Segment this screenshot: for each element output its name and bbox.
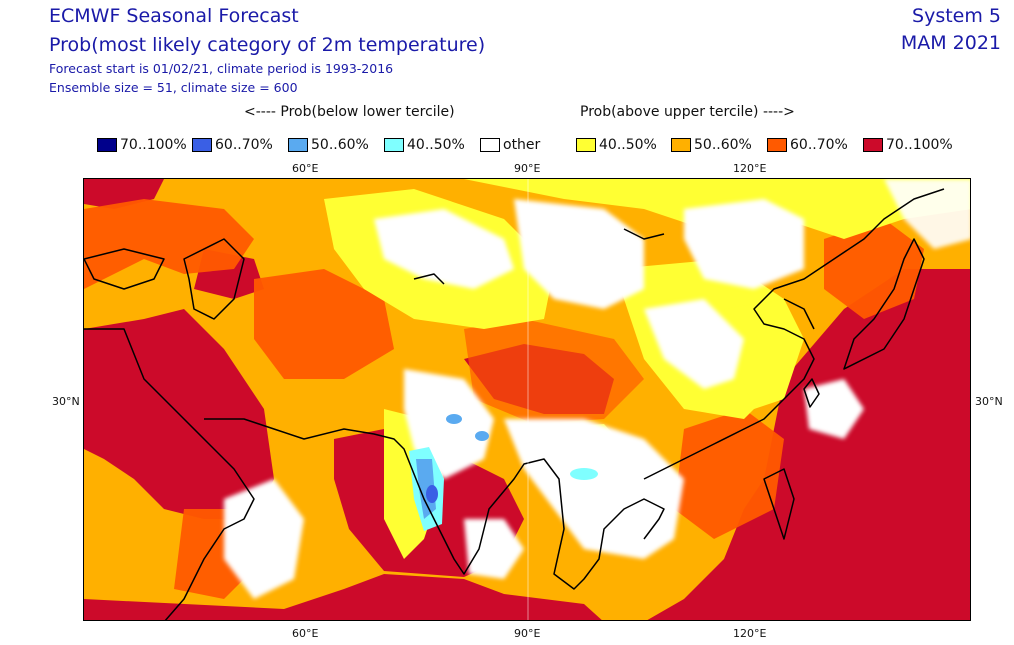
region-dorange-tibet-ring bbox=[464, 319, 644, 424]
coastlines bbox=[84, 188, 945, 620]
region-red-south-ocean bbox=[84, 574, 602, 620]
region-cyan-burma bbox=[570, 468, 598, 480]
legend-item-below-50-60: 50..60% bbox=[288, 134, 369, 156]
coast-japan bbox=[843, 238, 925, 370]
region-red-west-pacific bbox=[647, 269, 970, 620]
map-subtitle: Prob(most likely category of 2m temperat… bbox=[49, 34, 486, 56]
top-tick-120e: 120°E bbox=[733, 162, 767, 175]
legend-item-other: other bbox=[480, 134, 540, 156]
legend-label: other bbox=[503, 137, 541, 153]
legend-item-above-50-60: 50..60% bbox=[671, 134, 752, 156]
legend-item-below-70-100: 70..100% bbox=[97, 134, 187, 156]
legend-item-below-40-50: 40..50% bbox=[384, 134, 465, 156]
region-white-indochina bbox=[504, 419, 684, 559]
legend-swatch bbox=[767, 138, 787, 152]
regions-white bbox=[224, 179, 970, 599]
region-white-horn bbox=[224, 479, 304, 599]
ensemble-info: Ensemble size = 51, climate size = 600 bbox=[49, 80, 298, 95]
coast-south-asia bbox=[204, 418, 665, 590]
region-white-sichuan bbox=[644, 299, 744, 389]
map-title: ECMWF Seasonal Forecast bbox=[49, 5, 299, 27]
coast-black-sea bbox=[84, 248, 165, 290]
bottom-tick-90e: 90°E bbox=[514, 627, 541, 640]
right-tick-30n: 30°N bbox=[975, 395, 1003, 408]
left-tick-30n: 30°N bbox=[52, 395, 80, 408]
region-blue-india bbox=[426, 485, 438, 503]
forecast-info: Forecast start is 01/02/21, climate peri… bbox=[49, 61, 394, 76]
legend-label: 40..50% bbox=[407, 137, 465, 153]
region-lightblue-india bbox=[416, 459, 436, 519]
legend-swatch bbox=[288, 138, 308, 152]
legend-item-above-40-50: 40..50% bbox=[576, 134, 657, 156]
map-canvas bbox=[84, 179, 970, 620]
legend-label: 60..70% bbox=[215, 137, 273, 153]
legend-swatch bbox=[192, 138, 212, 152]
coast-philippines bbox=[763, 468, 795, 540]
region-yellow-east-china bbox=[724, 299, 804, 409]
legend-swatch bbox=[576, 138, 596, 152]
legend-item-below-60-70: 60..70% bbox=[192, 134, 273, 156]
region-white-srilanka bbox=[464, 519, 524, 579]
region-dorange-manchuria bbox=[824, 219, 924, 319]
season-label: MAM 2021 bbox=[900, 32, 1001, 54]
bottom-tick-120e: 120°E bbox=[733, 627, 767, 640]
coast-red-sea bbox=[84, 328, 255, 620]
legend-swatch bbox=[863, 138, 883, 152]
legend-label: 70..100% bbox=[886, 137, 953, 153]
region-dorange-europe bbox=[84, 199, 254, 289]
region-lightblue-tibet-2 bbox=[475, 431, 489, 441]
legend-swatch bbox=[671, 138, 691, 152]
below-tercile-caption: <---- Prob(below lower tercile) bbox=[244, 104, 455, 120]
coast-taiwan bbox=[803, 378, 820, 408]
bottom-tick-60e: 60°E bbox=[292, 627, 319, 640]
legend-label: 50..60% bbox=[694, 137, 752, 153]
top-tick-90e: 90°E bbox=[514, 162, 541, 175]
region-white-mongolia bbox=[514, 199, 644, 309]
coast-balkhash bbox=[413, 273, 445, 285]
legend-label: 60..70% bbox=[790, 137, 848, 153]
coast-baikal bbox=[623, 228, 665, 240]
legend-swatch bbox=[384, 138, 404, 152]
legend-swatch bbox=[97, 138, 117, 152]
legend-label: 70..100% bbox=[120, 137, 187, 153]
legend-label: 40..50% bbox=[599, 137, 657, 153]
legend: 70..100% 60..70% 50..60% 40..50% other 4… bbox=[0, 134, 1014, 156]
legend-label: 50..60% bbox=[311, 137, 369, 153]
legend-swatch bbox=[480, 138, 500, 152]
region-dorange-central-asia bbox=[254, 269, 394, 379]
region-lightblue-tibet-1 bbox=[446, 414, 462, 424]
top-tick-60e: 60°E bbox=[292, 162, 319, 175]
coast-east-asia bbox=[643, 188, 945, 480]
legend-item-above-60-70: 60..70% bbox=[767, 134, 848, 156]
region-white-kamchatka bbox=[884, 179, 970, 249]
coast-korea bbox=[783, 298, 815, 330]
region-dorange-scs bbox=[674, 409, 784, 539]
region-white-mongolia-west bbox=[374, 209, 514, 289]
probability-map bbox=[83, 178, 971, 621]
legend-item-above-70-100: 70..100% bbox=[863, 134, 953, 156]
system-label: System 5 bbox=[912, 5, 1001, 27]
region-white-northeast bbox=[684, 199, 804, 289]
above-tercile-caption: Prob(above upper tercile) ----> bbox=[580, 104, 795, 120]
coast-caspian bbox=[183, 238, 245, 320]
